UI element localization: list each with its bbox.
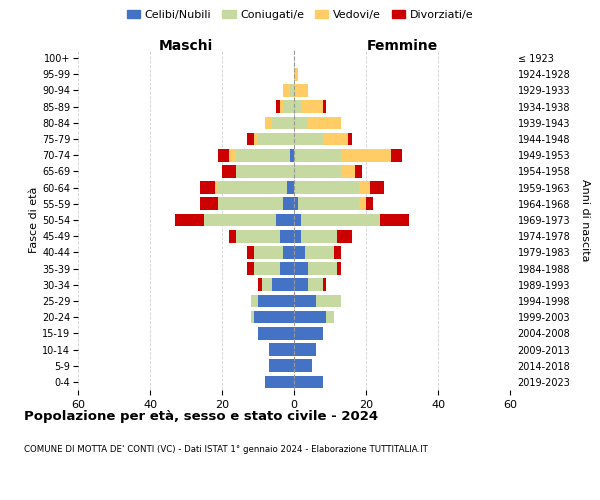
Y-axis label: Fasce di età: Fasce di età [29, 187, 39, 253]
Bar [254, 132, 258, 145]
Bar [355, 165, 362, 177]
Bar [236, 230, 280, 242]
Bar [175, 214, 204, 226]
Bar [276, 100, 280, 113]
Bar [236, 149, 290, 162]
Bar [269, 360, 294, 372]
Bar [370, 182, 384, 194]
Bar [323, 132, 348, 145]
Bar [283, 100, 294, 113]
Bar [229, 230, 236, 242]
Bar [359, 182, 370, 194]
Bar [200, 198, 218, 210]
Bar [229, 149, 236, 162]
Bar [280, 230, 294, 242]
Bar [272, 278, 294, 291]
Bar [294, 230, 301, 242]
Bar [298, 198, 359, 210]
Bar [294, 132, 323, 145]
Bar [305, 246, 334, 258]
Bar [294, 360, 312, 372]
Bar [301, 230, 337, 242]
Bar [280, 262, 294, 275]
Bar [294, 311, 326, 324]
Bar [308, 278, 323, 291]
Bar [294, 376, 323, 388]
Bar [348, 132, 352, 145]
Bar [359, 198, 366, 210]
Bar [254, 311, 294, 324]
Bar [294, 198, 298, 210]
Bar [254, 246, 283, 258]
Bar [254, 262, 280, 275]
Text: Femmine: Femmine [367, 39, 437, 53]
Bar [247, 262, 254, 275]
Bar [308, 262, 337, 275]
Bar [294, 165, 341, 177]
Bar [294, 278, 308, 291]
Bar [294, 214, 301, 226]
Bar [308, 116, 341, 129]
Bar [200, 182, 215, 194]
Bar [218, 198, 283, 210]
Bar [323, 100, 326, 113]
Bar [294, 294, 316, 308]
Bar [290, 84, 294, 97]
Bar [283, 198, 294, 210]
Bar [316, 294, 341, 308]
Bar [294, 182, 359, 194]
Bar [269, 343, 294, 356]
Bar [294, 68, 298, 80]
Bar [380, 214, 409, 226]
Bar [294, 327, 323, 340]
Legend: Celibi/Nubili, Coniugati/e, Vedovi/e, Divorziati/e: Celibi/Nubili, Coniugati/e, Vedovi/e, Di… [122, 6, 478, 25]
Bar [391, 149, 402, 162]
Bar [280, 100, 283, 113]
Bar [326, 311, 334, 324]
Bar [294, 149, 341, 162]
Bar [337, 230, 352, 242]
Bar [265, 116, 272, 129]
Bar [218, 182, 287, 194]
Bar [222, 165, 236, 177]
Bar [262, 278, 272, 291]
Bar [294, 343, 316, 356]
Bar [337, 262, 341, 275]
Bar [323, 278, 326, 291]
Bar [283, 84, 290, 97]
Bar [258, 294, 294, 308]
Bar [218, 149, 229, 162]
Bar [215, 182, 218, 194]
Bar [283, 246, 294, 258]
Bar [204, 214, 276, 226]
Bar [341, 149, 391, 162]
Bar [334, 246, 341, 258]
Bar [290, 149, 294, 162]
Bar [258, 327, 294, 340]
Bar [251, 294, 258, 308]
Bar [294, 116, 308, 129]
Text: COMUNE DI MOTTA DE' CONTI (VC) - Dati ISTAT 1° gennaio 2024 - Elaborazione TUTTI: COMUNE DI MOTTA DE' CONTI (VC) - Dati IS… [24, 445, 428, 454]
Bar [294, 246, 305, 258]
Bar [251, 311, 254, 324]
Bar [287, 182, 294, 194]
Text: Maschi: Maschi [159, 39, 213, 53]
Bar [301, 214, 380, 226]
Bar [276, 214, 294, 226]
Bar [341, 165, 355, 177]
Bar [258, 132, 294, 145]
Bar [294, 100, 301, 113]
Bar [301, 100, 323, 113]
Bar [265, 376, 294, 388]
Bar [366, 198, 373, 210]
Bar [258, 278, 262, 291]
Bar [247, 132, 254, 145]
Y-axis label: Anni di nascita: Anni di nascita [580, 179, 590, 261]
Bar [236, 165, 294, 177]
Bar [294, 262, 308, 275]
Bar [272, 116, 294, 129]
Text: Popolazione per età, sesso e stato civile - 2024: Popolazione per età, sesso e stato civil… [24, 410, 378, 423]
Bar [294, 84, 308, 97]
Bar [247, 246, 254, 258]
